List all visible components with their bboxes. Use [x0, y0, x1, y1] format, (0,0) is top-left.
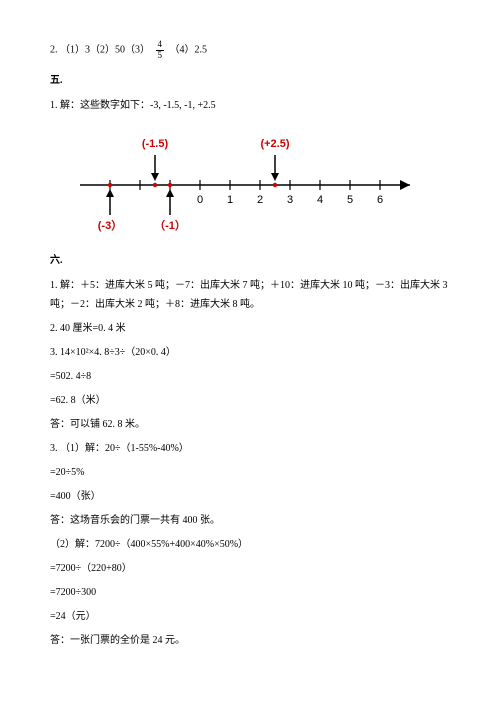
- number-line-diagram: 0 1 2 3 4 5 6 (-1.5) (+2.5) (-3） （-1）: [70, 125, 430, 235]
- svg-text:2: 2: [257, 194, 263, 206]
- label-n15: (-1.5): [142, 138, 169, 150]
- q2-fraction: 4 5: [156, 40, 165, 61]
- s6-l14: =24（元）: [50, 607, 450, 626]
- s6-l9: =400（张）: [50, 487, 450, 506]
- svg-text:0: 0: [197, 194, 203, 206]
- s6-l4: =502. 4÷8: [50, 367, 450, 386]
- top-arrows: [151, 155, 279, 181]
- q2-part2: （4）2.5: [170, 45, 208, 56]
- s6-l15: 答：一张门票的全价是 24 元。: [50, 631, 450, 650]
- frac-den: 5: [156, 51, 165, 61]
- s6-l2: 2. 40 厘米=0. 4 米: [50, 319, 450, 338]
- sec5-line1: 1. 解：这些数字如下：-3, -1.5, -1, +2.5: [50, 96, 450, 115]
- label-n1: （-1）: [154, 219, 186, 232]
- svg-text:1: 1: [227, 194, 233, 206]
- label-p25: (+2.5): [260, 138, 289, 150]
- svg-text:6: 6: [377, 194, 383, 206]
- section6-header: 六.: [50, 251, 450, 270]
- s6-l3: 3. 14×10²×4. 8÷3÷（20×0. 4）: [50, 343, 450, 362]
- s6-l5: =62. 8（米）: [50, 391, 450, 410]
- s6-l12: =7200÷（220+80）: [50, 559, 450, 578]
- s6-l8: =20÷5%: [50, 463, 450, 482]
- q2-prefix: 2.: [50, 45, 58, 56]
- tick-labels: 0 1 2 3 4 5 6: [197, 194, 383, 206]
- s6-l10: 答：这场音乐会的门票一共有 400 张。: [50, 511, 450, 530]
- svg-text:5: 5: [347, 194, 353, 206]
- s6-l11: （2）解：7200÷（400×55%+400×40%×50%）: [50, 535, 450, 554]
- q2-line: 2. （1）3（2）50（3） 4 5 （4）2.5: [50, 40, 450, 61]
- s6-l13: =7200÷300: [50, 583, 450, 602]
- label-n3: (-3）: [98, 219, 122, 232]
- s6-l6: 答：可以铺 62. 8 米。: [50, 415, 450, 434]
- svg-text:3: 3: [287, 194, 293, 206]
- q2-part1: （1）3（2）50（3）: [60, 45, 150, 56]
- svg-text:4: 4: [317, 194, 323, 206]
- s6-l7: 3. （1）解：20÷（1-55%-40%）: [50, 439, 450, 458]
- section5-header: 五.: [50, 71, 450, 90]
- bottom-arrows: [106, 189, 174, 215]
- s6-l1: 1. 解：＋5：进库大米 5 吨；－7：出库大米 7 吨；＋10：进库大米 10…: [50, 276, 450, 314]
